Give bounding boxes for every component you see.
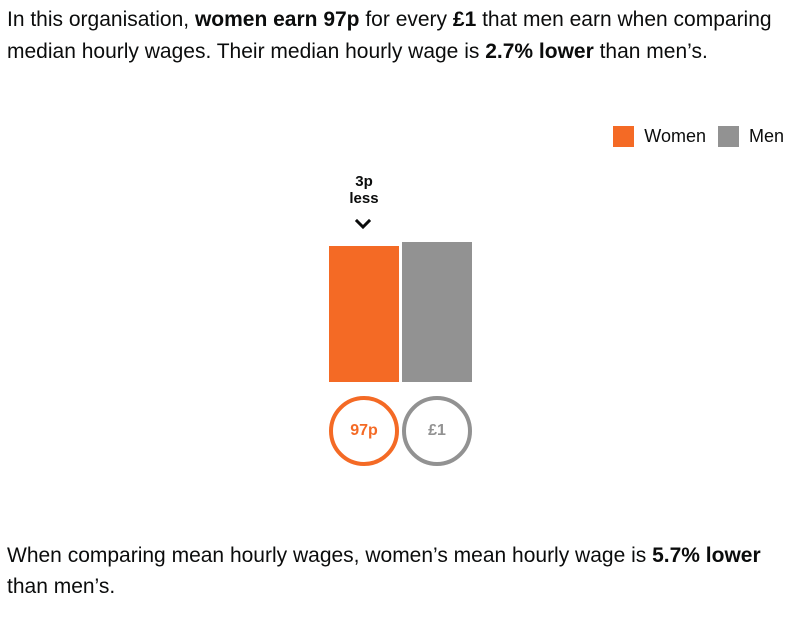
legend-label-women: Women xyxy=(644,126,706,146)
median-summary: In this organisation, women earn 97p for… xyxy=(7,4,792,68)
value-circle-women: 97p xyxy=(329,396,399,466)
chart-legend: Women Men xyxy=(601,126,784,147)
summary-highlight: £1 xyxy=(452,8,477,31)
summary-highlight: women earn 97p xyxy=(194,8,360,31)
legend-swatch-women xyxy=(613,126,635,147)
legend-swatch-men xyxy=(717,126,739,147)
difference-label: 3p less xyxy=(329,173,399,207)
bar-women xyxy=(329,246,399,382)
summary-text: than men’s. xyxy=(7,575,116,598)
value-circle-men: £1 xyxy=(402,396,472,466)
difference-word: less xyxy=(349,190,379,207)
summary-text: When comparing mean hourly wages, women’… xyxy=(7,544,653,567)
summary-text: that men earn when comparing median hour… xyxy=(7,8,772,63)
legend-item-men: Men xyxy=(717,126,784,147)
summary-highlight: 2.7% lower xyxy=(485,40,594,63)
chevron-down-icon xyxy=(355,218,371,230)
mean-summary: When comparing mean hourly wages, women’… xyxy=(7,540,792,602)
bar-men xyxy=(402,242,472,382)
legend-label-men: Men xyxy=(748,126,784,146)
summary-highlight: 5.7% lower xyxy=(652,544,761,567)
summary-text: for every xyxy=(359,8,453,31)
summary-text: In this organisation, xyxy=(7,8,195,31)
difference-amount: 3p xyxy=(355,173,373,190)
legend-item-women: Women xyxy=(613,126,706,147)
summary-text: than men’s. xyxy=(593,40,708,63)
